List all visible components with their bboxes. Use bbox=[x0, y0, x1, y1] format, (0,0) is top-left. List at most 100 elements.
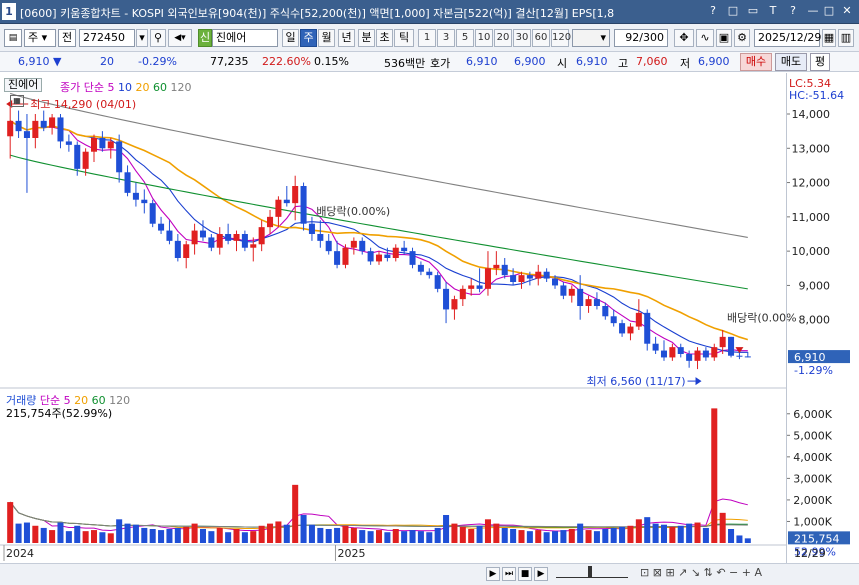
ma-legend-5[interactable]: 5 bbox=[107, 81, 115, 94]
volume-ma-legend-60[interactable]: 60 bbox=[88, 394, 106, 407]
candle-body bbox=[694, 350, 701, 361]
candle-body bbox=[510, 275, 517, 282]
interval-button-5[interactable]: 5 bbox=[456, 29, 474, 47]
candle-body bbox=[593, 299, 600, 306]
window-number[interactable]: 1 bbox=[2, 3, 16, 20]
ma-legend-120[interactable]: 120 bbox=[166, 81, 192, 94]
volume-bar bbox=[275, 521, 282, 543]
bar-count[interactable]: 92/300 bbox=[614, 29, 668, 47]
scroll-right-icon[interactable]: ▶ bbox=[486, 567, 500, 581]
question-icon[interactable]: ? bbox=[790, 4, 796, 17]
volume-bar bbox=[702, 527, 709, 543]
period-day-button[interactable]: 일 bbox=[282, 29, 299, 47]
volume-bar bbox=[7, 502, 14, 543]
tile-icon[interactable]: ▭ bbox=[747, 4, 759, 17]
play-icon[interactable]: ▶ bbox=[534, 567, 548, 581]
period-year-button[interactable]: 년 bbox=[338, 29, 355, 47]
chart-tool-5-icon[interactable]: ↘ bbox=[690, 566, 701, 579]
chart-tool-4-icon[interactable]: ↗ bbox=[678, 566, 688, 579]
menu-icon[interactable]: ▤ bbox=[4, 29, 22, 47]
line-tool-icon[interactable]: ∿ bbox=[696, 29, 714, 47]
chart-area[interactable]: 14,000 13,000 12,000 11,000 10,000 9,000 8,000… bbox=[0, 73, 859, 563]
interval-button-10[interactable]: 10 bbox=[475, 29, 493, 47]
undo-icon[interactable]: ↶ bbox=[716, 566, 726, 579]
type-select[interactable]: 주 ▾ bbox=[24, 29, 56, 47]
volume-ratio: 222.60% bbox=[262, 55, 311, 68]
buy-button[interactable]: 매수 bbox=[740, 53, 772, 71]
volume-ma-legend-5[interactable]: 5 bbox=[63, 394, 71, 407]
high-label: 고 bbox=[618, 57, 629, 70]
close-icon[interactable]: ✕ bbox=[842, 4, 852, 17]
font-icon[interactable]: T bbox=[769, 4, 777, 17]
candlestick-chart[interactable]: 14,000 13,000 12,000 11,000 10,000 9,000 8,000… bbox=[0, 73, 859, 563]
volume-bar bbox=[149, 529, 156, 543]
flat-button[interactable]: 평 bbox=[810, 53, 830, 71]
candle-body bbox=[401, 247, 408, 252]
zoom-slider[interactable] bbox=[556, 566, 628, 578]
ma-legend-10[interactable]: 10 bbox=[114, 81, 132, 94]
candle-body bbox=[493, 264, 500, 269]
code-dropdown-icon[interactable]: ▾ bbox=[136, 29, 148, 47]
zoom-slider-thumb[interactable] bbox=[588, 566, 592, 578]
candle-body bbox=[602, 306, 609, 317]
volume-ma-legend-120[interactable]: 120 bbox=[105, 394, 131, 407]
settings-icon[interactable]: ⚙ bbox=[734, 29, 750, 47]
legend-close-label: 종가 단순 bbox=[60, 81, 104, 94]
save-icon[interactable]: ▣ bbox=[716, 29, 732, 47]
turnover: 0.15% bbox=[314, 55, 349, 68]
interval-button-120[interactable]: 120 bbox=[551, 29, 571, 47]
calendar-icon[interactable]: ▦ bbox=[822, 29, 836, 47]
last-price-label: 6,910 bbox=[794, 351, 826, 364]
speaker-icon[interactable]: ◀▾ bbox=[168, 29, 192, 47]
volume-bar bbox=[292, 484, 299, 543]
interval-button-20[interactable]: 20 bbox=[494, 29, 512, 47]
volume-ma-legend-20[interactable]: 20 bbox=[70, 394, 89, 407]
scope-select[interactable]: 전 bbox=[58, 29, 76, 47]
period-month-button[interactable]: 월 bbox=[318, 29, 335, 47]
sell-button[interactable]: 매도 bbox=[775, 53, 807, 71]
interval-button-60[interactable]: 60 bbox=[532, 29, 550, 47]
maximize-icon[interactable]: □ bbox=[823, 4, 835, 17]
chart-tool-2-icon[interactable]: ⊠ bbox=[652, 566, 662, 579]
candle-body bbox=[577, 288, 584, 306]
date-input[interactable]: 2025/12/29 bbox=[754, 29, 821, 47]
volume-bar bbox=[57, 522, 64, 543]
crosshair-icon[interactable]: ✥ bbox=[674, 29, 694, 47]
stock-tab[interactable]: 진에어 bbox=[4, 78, 43, 92]
search-icon[interactable]: ⚲ bbox=[150, 29, 166, 47]
font-size-icon[interactable]: A bbox=[754, 566, 762, 579]
grid-icon[interactable]: ▦ bbox=[10, 95, 24, 107]
zoom-in-icon[interactable]: + bbox=[741, 566, 751, 579]
last-volume-pct: 52.99% bbox=[794, 545, 836, 558]
zoom-out-icon[interactable]: − bbox=[729, 566, 739, 579]
volume-bar bbox=[585, 530, 592, 543]
period-second-button[interactable]: 초 bbox=[376, 29, 393, 47]
candle-body bbox=[451, 299, 458, 310]
interval-button-1[interactable]: 1 bbox=[418, 29, 436, 47]
chart-tool-3-icon[interactable]: ⊞ bbox=[665, 566, 675, 579]
candle-body bbox=[275, 199, 282, 217]
period-week-button[interactable]: 주 bbox=[300, 29, 317, 47]
layout-icon[interactable]: ▥ bbox=[838, 29, 854, 47]
stop-icon[interactable]: ■ bbox=[518, 567, 532, 581]
restore-icon[interactable]: □ bbox=[727, 4, 739, 17]
volume-bar bbox=[225, 532, 232, 543]
volume-label: 거래량 bbox=[6, 394, 37, 407]
ma-legend-20[interactable]: 20 bbox=[131, 81, 150, 94]
code-input[interactable]: 272450 bbox=[79, 29, 135, 47]
type-select-value: 주 bbox=[28, 31, 39, 44]
interval-button-3[interactable]: 3 bbox=[437, 29, 455, 47]
ma-legend-60[interactable]: 60 bbox=[149, 81, 167, 94]
stock-name[interactable]: 진에어 bbox=[212, 29, 278, 47]
minimize-icon[interactable]: — bbox=[807, 4, 819, 17]
chart-tool-6-icon[interactable]: ⇅ bbox=[703, 566, 713, 579]
chart-tool-1-icon[interactable]: ⊡ bbox=[640, 566, 650, 579]
window-title: [0600] 키움종합차트 - KOSPI 외국인보유[904(천)] 주식수[… bbox=[20, 7, 615, 20]
scroll-end-icon[interactable]: ⏭ bbox=[502, 567, 516, 581]
interval-button-30[interactable]: 30 bbox=[513, 29, 531, 47]
interval-custom[interactable]: ▾ bbox=[572, 29, 610, 47]
period-minute-button[interactable]: 분 bbox=[358, 29, 375, 47]
ma-line-120 bbox=[10, 92, 748, 238]
period-tick-button[interactable]: 틱 bbox=[394, 29, 414, 47]
help-icon[interactable]: ? bbox=[710, 4, 716, 17]
